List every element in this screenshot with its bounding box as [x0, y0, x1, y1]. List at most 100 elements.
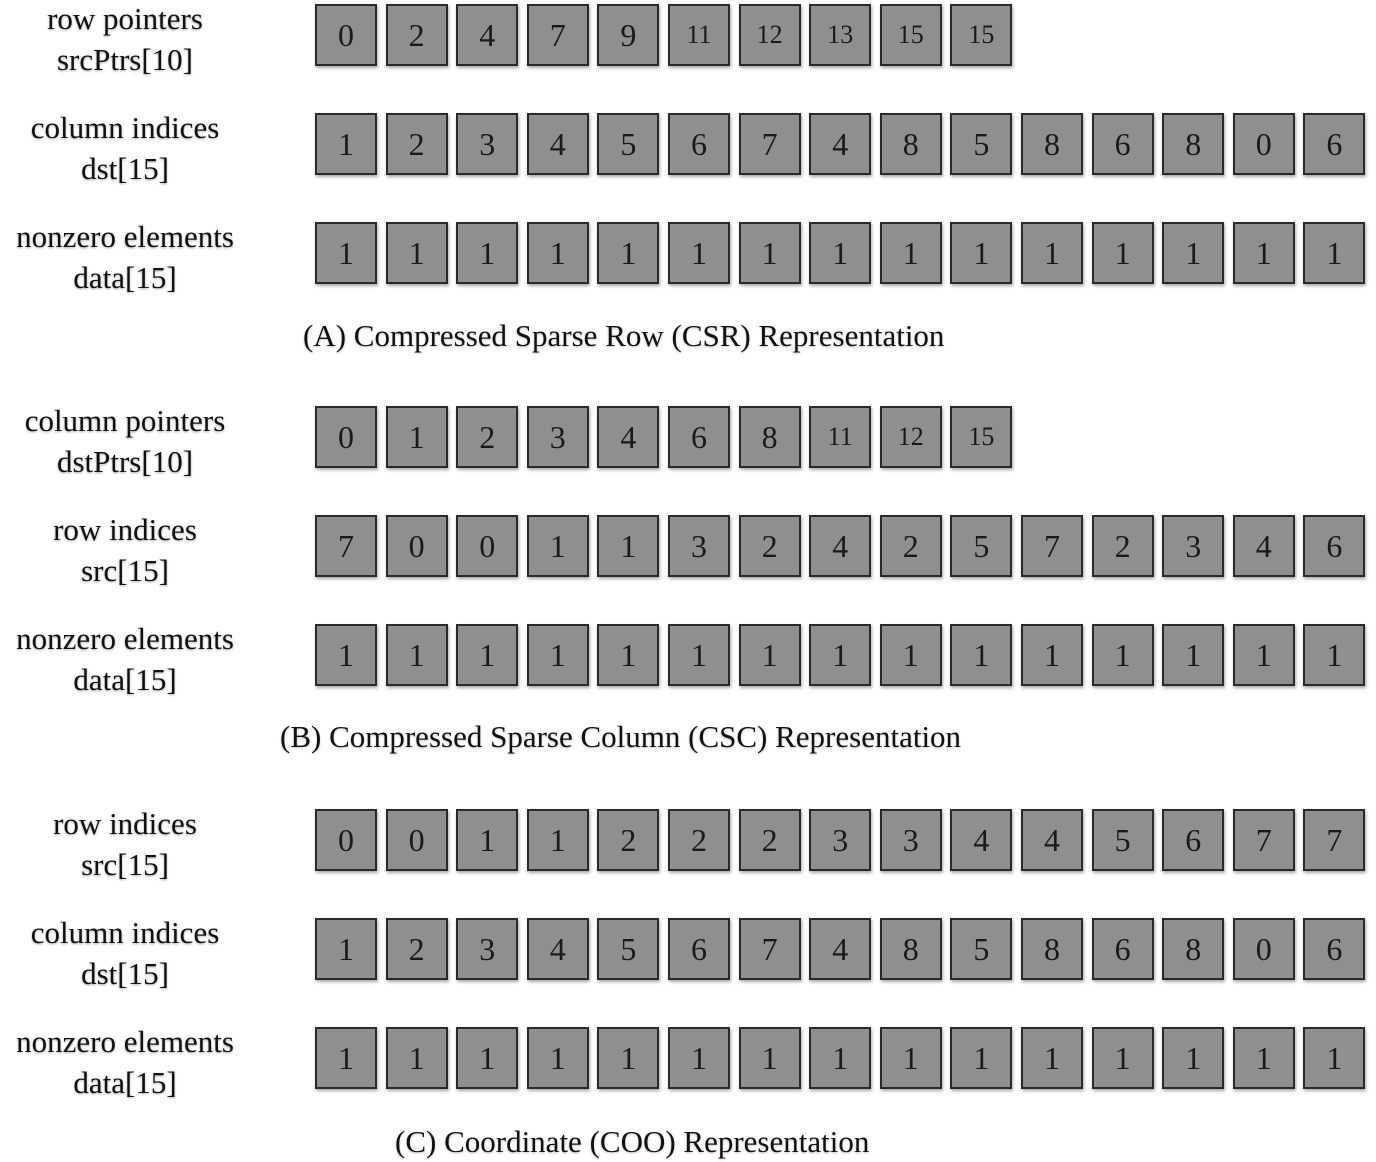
array-cell: 1 — [597, 222, 660, 284]
array-cell: 5 — [950, 918, 1013, 980]
array-cell: 3 — [456, 113, 519, 175]
array-cell: 1 — [1021, 222, 1083, 284]
array-cell: 0 — [1232, 918, 1295, 980]
csc-array-1: row indices src[15] 7 0 0 1 1 3 2 4 2 5 7 2 3 4 6 — [0, 512, 1376, 625]
coo-array-2: nonzero elements data[15] 1 1 1 1 1 1 1 1 1 1 1 1 1 1 1 — [0, 1024, 1376, 1137]
array-cell: 6 — [668, 406, 730, 468]
array-cell: 6 — [1303, 113, 1366, 175]
array-cell: 1 — [809, 1027, 872, 1089]
array-cell: 15 — [879, 4, 942, 66]
array-cell: 6 — [1303, 515, 1366, 577]
coo-array-1: column indices dst[15] 1 2 3 4 5 6 7 4 8 5 8 6 8 0 6 — [0, 915, 1376, 1028]
array-cell: 0 — [1232, 113, 1295, 175]
array-cell: 8 — [1162, 918, 1225, 980]
array-cell: 1 — [456, 1027, 519, 1089]
array-label-line2: dst[15] — [81, 151, 169, 186]
array-label-line1: column indices — [30, 110, 220, 145]
array-label-line2: src[15] — [81, 553, 169, 588]
csr-array-2: nonzero elements data[15] 1 1 1 1 1 1 1 1 1 1 1 1 1 1 1 — [0, 219, 1376, 332]
csr-array-1: column indices dst[15] 1 2 3 4 5 6 7 4 8 5 8 6 8 0 6 — [0, 110, 1376, 223]
array-cell: 2 — [668, 809, 730, 871]
array-cell: 0 — [456, 515, 519, 577]
array-label-line2: dst[15] — [81, 956, 169, 991]
array-cell: 1 — [315, 918, 377, 980]
array-cell: 5 — [597, 918, 660, 980]
array-cell: 1 — [1162, 1027, 1225, 1089]
array-cell: 2 — [879, 515, 942, 577]
array-cell: 1 — [526, 222, 589, 284]
array-cell: 1 — [668, 222, 730, 284]
array-cell: 12 — [879, 406, 942, 468]
array-cell: 12 — [738, 4, 801, 66]
array-cell: 7 — [526, 4, 589, 66]
array-cell: 1 — [738, 624, 801, 686]
csr-array-0: row pointers srcPtrs[10] 0 2 4 7 9 11 12 13 15 15 — [0, 1, 1376, 114]
array-cell: 1 — [1091, 1027, 1154, 1089]
array-label-line1: row indices — [53, 806, 197, 841]
array-cell: 1 — [385, 406, 448, 468]
array-cell: 1 — [950, 222, 1013, 284]
array-cell: 1 — [1232, 624, 1295, 686]
coo-array-0: row indices src[15] 0 0 1 1 2 2 2 3 3 4 4 5 6 7 7 — [0, 806, 1376, 919]
array-cell: 5 — [597, 113, 660, 175]
array-cell: 1 — [879, 1027, 942, 1089]
array-cell: 1 — [526, 809, 589, 871]
array-label-line1: column pointers — [24, 403, 226, 438]
array-cell: 1 — [738, 222, 801, 284]
array-cell: 6 — [1303, 918, 1366, 980]
array-cell: 4 — [1021, 809, 1083, 871]
array-cell: 1 — [1303, 222, 1366, 284]
array-cell: 2 — [1091, 515, 1154, 577]
csc-array-2: nonzero elements data[15] 1 1 1 1 1 1 1 1 1 1 1 1 1 1 1 — [0, 621, 1376, 734]
array-label-line1: row pointers — [47, 1, 203, 36]
array-cell: 1 — [385, 222, 448, 284]
array-cell: 3 — [1162, 515, 1225, 577]
array-cell: 6 — [668, 113, 730, 175]
array-cell: 11 — [809, 406, 872, 468]
array-cell: 5 — [1091, 809, 1154, 871]
array-label: row pointers srcPtrs[10] — [0, 0, 250, 80]
array-label-line2: data[15] — [73, 1065, 177, 1100]
csc-caption: (B) Compressed Sparse Column (CSC) Repre… — [280, 719, 962, 754]
array-cell: 3 — [526, 406, 589, 468]
array-cell: 15 — [950, 4, 1013, 66]
array-cell: 2 — [738, 809, 801, 871]
array-cell: 1 — [809, 624, 872, 686]
array-cell: 4 — [597, 406, 660, 468]
array-cell: 7 — [1021, 515, 1083, 577]
array-cell: 9 — [597, 4, 660, 66]
array-cell: 4 — [526, 918, 589, 980]
array-cell: 1 — [526, 515, 589, 577]
array-cell: 13 — [809, 4, 872, 66]
array-cell: 2 — [738, 515, 801, 577]
array-cell: 1 — [456, 222, 519, 284]
array-cell: 8 — [738, 406, 801, 468]
array-label: row indices src[15] — [0, 509, 250, 591]
array-cell: 8 — [1021, 113, 1083, 175]
array-label-line1: row indices — [53, 512, 197, 547]
array-label-line2: src[15] — [81, 847, 169, 882]
array-cell: 1 — [526, 1027, 589, 1089]
array-cell: 1 — [1303, 624, 1366, 686]
array-label-line2: data[15] — [73, 260, 177, 295]
array-cell: 1 — [668, 624, 730, 686]
array-cell: 8 — [1162, 113, 1225, 175]
array-label: nonzero elements data[15] — [0, 618, 250, 700]
array-cell: 4 — [950, 809, 1013, 871]
array-cell: 8 — [1021, 918, 1083, 980]
array-cell: 1 — [315, 222, 377, 284]
array-cell: 6 — [1091, 113, 1154, 175]
array-cell: 0 — [385, 809, 448, 871]
array-cell: 0 — [315, 809, 377, 871]
array-cell: 1 — [950, 1027, 1013, 1089]
array-cell: 7 — [1232, 809, 1295, 871]
array-cell: 6 — [1091, 918, 1154, 980]
array-cell: 0 — [315, 406, 377, 468]
array-cell: 1 — [668, 1027, 730, 1089]
array-cell: 1 — [1162, 624, 1225, 686]
csc-array-0: column pointers dstPtrs[10] 0 1 2 3 4 6 8 11 12 15 — [0, 403, 1376, 516]
array-cell: 7 — [738, 918, 801, 980]
array-cell: 0 — [385, 515, 448, 577]
array-cell: 1 — [456, 809, 519, 871]
array-cell: 1 — [1232, 222, 1295, 284]
